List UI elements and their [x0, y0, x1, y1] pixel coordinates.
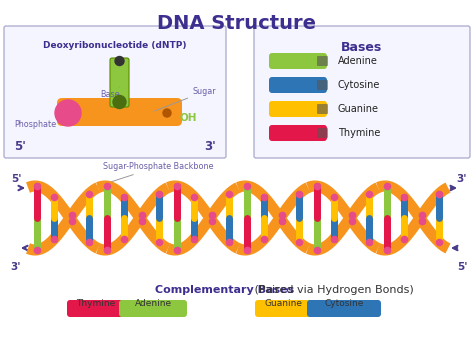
Text: Adenine: Adenine [338, 56, 378, 66]
Circle shape [115, 57, 124, 66]
FancyBboxPatch shape [67, 300, 125, 317]
FancyBboxPatch shape [317, 128, 328, 138]
Text: OH: OH [180, 113, 198, 123]
Text: Guanine: Guanine [338, 104, 379, 114]
FancyBboxPatch shape [254, 26, 470, 158]
Text: Guanine: Guanine [265, 299, 303, 308]
Text: (Paired via Hydrogen Bonds): (Paired via Hydrogen Bonds) [251, 285, 414, 295]
Circle shape [55, 100, 81, 126]
Text: 5': 5' [457, 262, 467, 272]
Text: Thymine: Thymine [76, 299, 116, 308]
FancyBboxPatch shape [317, 56, 328, 66]
FancyBboxPatch shape [57, 98, 182, 126]
Text: Bases: Bases [341, 41, 383, 54]
FancyBboxPatch shape [269, 101, 327, 117]
FancyBboxPatch shape [269, 125, 327, 141]
Text: 5': 5' [14, 140, 26, 153]
Text: 3': 3' [11, 262, 21, 272]
FancyBboxPatch shape [307, 300, 381, 317]
Text: Deoxyribonucleotide (dNTP): Deoxyribonucleotide (dNTP) [43, 41, 187, 50]
FancyBboxPatch shape [255, 300, 313, 317]
Text: Cytosine: Cytosine [338, 80, 380, 90]
Text: 3': 3' [204, 140, 216, 153]
Text: DNA Structure: DNA Structure [157, 14, 317, 33]
Circle shape [113, 95, 126, 109]
FancyBboxPatch shape [4, 26, 226, 158]
Text: Sugar: Sugar [155, 87, 217, 111]
Text: Base: Base [100, 87, 119, 99]
FancyBboxPatch shape [110, 58, 129, 107]
Circle shape [163, 109, 171, 117]
Text: Phosphate: Phosphate [14, 114, 65, 129]
FancyBboxPatch shape [317, 104, 328, 114]
FancyBboxPatch shape [269, 53, 327, 69]
Text: 5': 5' [11, 174, 21, 184]
FancyBboxPatch shape [269, 77, 327, 93]
Text: Cytosine: Cytosine [324, 299, 364, 308]
Text: Adenine: Adenine [135, 299, 172, 308]
Text: Complementary Bases: Complementary Bases [155, 285, 294, 295]
FancyBboxPatch shape [119, 300, 187, 317]
Text: Sugar-Phosphate Backbone: Sugar-Phosphate Backbone [86, 162, 213, 190]
Text: 3': 3' [457, 174, 467, 184]
Text: Thymine: Thymine [338, 128, 380, 138]
FancyBboxPatch shape [317, 80, 328, 90]
